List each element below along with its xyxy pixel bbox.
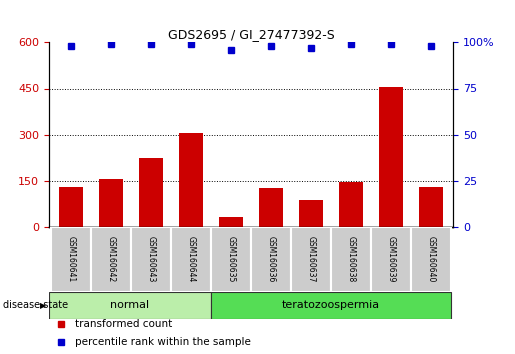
- Bar: [339, 182, 363, 227]
- Bar: [49, 292, 211, 319]
- Text: GSM160644: GSM160644: [186, 236, 196, 282]
- Text: teratozoospermia: teratozoospermia: [282, 300, 380, 310]
- Text: GSM160642: GSM160642: [107, 236, 115, 282]
- Bar: [371, 227, 411, 292]
- Bar: [419, 187, 443, 227]
- Text: GSM160643: GSM160643: [146, 236, 156, 282]
- Bar: [131, 227, 171, 292]
- Bar: [59, 187, 83, 227]
- Text: transformed count: transformed count: [75, 319, 173, 329]
- Text: GSM160639: GSM160639: [387, 236, 396, 282]
- Bar: [51, 227, 91, 292]
- Text: GSM160635: GSM160635: [227, 236, 235, 282]
- Text: normal: normal: [110, 300, 149, 310]
- Bar: [171, 227, 211, 292]
- Text: GSM160638: GSM160638: [347, 236, 356, 282]
- Bar: [211, 227, 251, 292]
- Bar: [219, 217, 243, 227]
- Bar: [99, 179, 123, 227]
- Bar: [291, 227, 331, 292]
- Bar: [211, 292, 451, 319]
- Bar: [91, 227, 131, 292]
- Text: GSM160641: GSM160641: [66, 236, 75, 282]
- Bar: [251, 227, 291, 292]
- Bar: [179, 133, 203, 227]
- Bar: [259, 188, 283, 227]
- Text: GSM160636: GSM160636: [267, 236, 276, 282]
- Bar: [299, 200, 323, 227]
- Text: percentile rank within the sample: percentile rank within the sample: [75, 337, 251, 347]
- Bar: [331, 227, 371, 292]
- Bar: [139, 158, 163, 227]
- Bar: [411, 227, 451, 292]
- Text: ▶: ▶: [40, 301, 46, 310]
- Text: disease state: disease state: [3, 300, 67, 310]
- Title: GDS2695 / GI_27477392-S: GDS2695 / GI_27477392-S: [168, 28, 334, 41]
- Text: GSM160640: GSM160640: [427, 236, 436, 282]
- Text: GSM160637: GSM160637: [306, 236, 316, 282]
- Bar: [379, 87, 403, 227]
